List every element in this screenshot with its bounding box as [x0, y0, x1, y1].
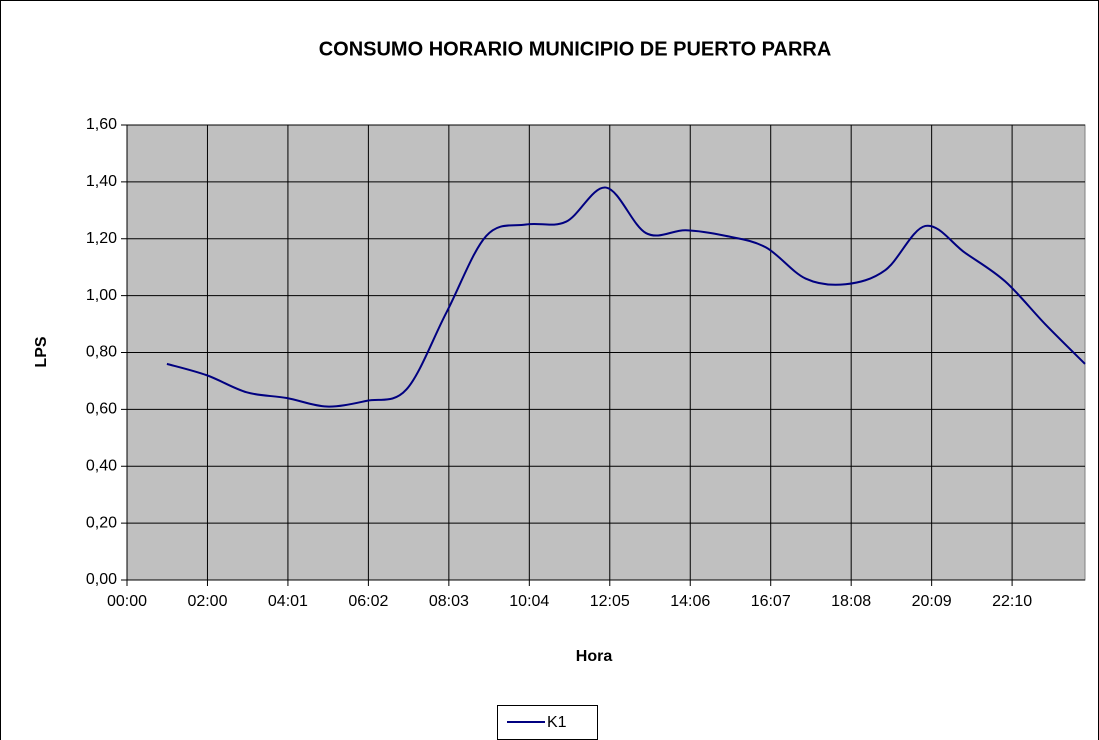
line-series	[166, 186, 1086, 408]
x-tick-label: 12:05	[590, 593, 630, 610]
y-axis-label: LPS	[33, 336, 50, 367]
y-tick-label: 0,20	[86, 514, 117, 531]
y-tick-label: 1,40	[86, 173, 117, 190]
x-tick-label: 00:00	[107, 593, 147, 610]
y-tick-label: 0,60	[86, 401, 117, 418]
x-tick-label: 08:03	[429, 593, 469, 610]
chart-title: CONSUMO HORARIO MUNICIPIO DE PUERTO PARR…	[319, 38, 832, 60]
y-tick-label: 1,00	[86, 287, 117, 304]
x-tick-label: 10:04	[509, 593, 549, 610]
x-tick-label: 04:01	[268, 593, 308, 610]
x-tick-label: 06:02	[348, 593, 388, 610]
x-tick-label: 20:09	[912, 593, 952, 610]
x-tick-label: 16:07	[751, 593, 791, 610]
x-axis-label: Hora	[576, 648, 613, 665]
y-tick-label: 0,40	[86, 457, 117, 474]
y-tick-label: 0,00	[86, 571, 117, 588]
x-tick-label: 02:00	[187, 593, 227, 610]
x-tick-label: 18:08	[831, 593, 871, 610]
x-tick-label: 14:06	[670, 593, 710, 610]
y-tick-label: 1,60	[86, 116, 117, 133]
x-tick-label: 22:10	[992, 593, 1032, 610]
legend-label: K1	[547, 714, 567, 731]
y-tick-label: 1,20	[86, 230, 117, 247]
y-tick-label: 0,80	[86, 344, 117, 361]
